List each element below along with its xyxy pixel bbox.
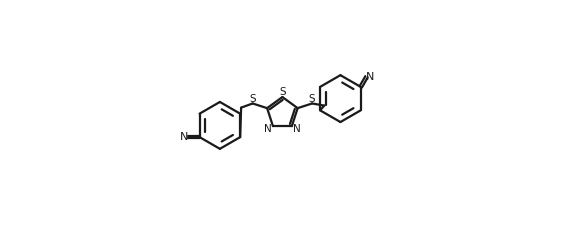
Text: N: N — [180, 132, 188, 142]
Text: N: N — [264, 123, 272, 133]
Text: N: N — [366, 72, 375, 82]
Text: S: S — [279, 86, 286, 96]
Text: S: S — [249, 93, 256, 104]
Text: N: N — [293, 123, 301, 133]
Text: S: S — [309, 93, 315, 104]
